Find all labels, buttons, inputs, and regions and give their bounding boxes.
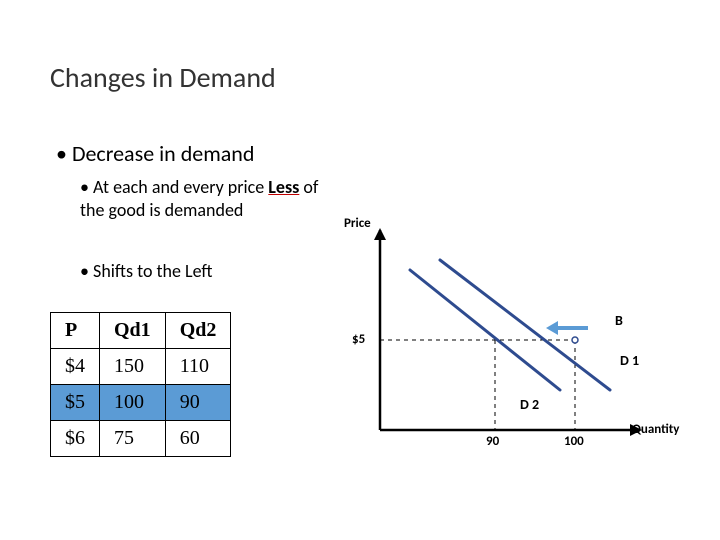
bullet-sub-1: At each and every price Less of the good…	[80, 176, 340, 223]
cell: 100	[100, 385, 166, 421]
cell: $5	[51, 385, 100, 421]
cell: 90	[165, 385, 231, 421]
demand-table: P Qd1 Qd2 $4 150 110 $5 100 90 $6 75 60	[50, 312, 231, 457]
table-row: $4 150 110	[51, 349, 231, 385]
table-row: $6 75 60	[51, 421, 231, 457]
cell: $4	[51, 349, 100, 385]
y-axis-label: Price	[344, 216, 371, 231]
label-d1: D 1	[620, 352, 639, 369]
bullet-sub-2: Shifts to the Left	[80, 260, 212, 282]
cell: 110	[165, 349, 231, 385]
sub1-pre: At each and every price	[93, 176, 268, 198]
table-body: $4 150 110 $5 100 90 $6 75 60	[51, 349, 231, 457]
x-axis-label: Quantity	[632, 422, 679, 437]
label-b: B	[615, 312, 623, 329]
cell: 60	[165, 421, 231, 457]
x-tick-100: 100	[564, 434, 584, 449]
x-tick-90: 90	[486, 434, 499, 449]
table-row: $5 100 90	[51, 385, 231, 421]
th-qd1: Qd1	[100, 313, 166, 349]
label-d2: D 2	[520, 396, 539, 413]
sub1-emph: Less	[268, 176, 299, 198]
chart-svg	[350, 200, 690, 460]
slide-title: Changes in Demand	[50, 60, 276, 95]
y-tick-5: $5	[352, 332, 365, 347]
cell: 75	[100, 421, 166, 457]
demand-chart: Price $5 B D 1 D 2 90 100 Quantity	[350, 200, 690, 460]
th-p: P	[51, 313, 100, 349]
cell: 150	[100, 349, 166, 385]
table-header-row: P Qd1 Qd2	[51, 313, 231, 349]
bullet-main: Decrease in demand	[56, 140, 254, 167]
cell: $6	[51, 421, 100, 457]
th-qd2: Qd2	[165, 313, 231, 349]
